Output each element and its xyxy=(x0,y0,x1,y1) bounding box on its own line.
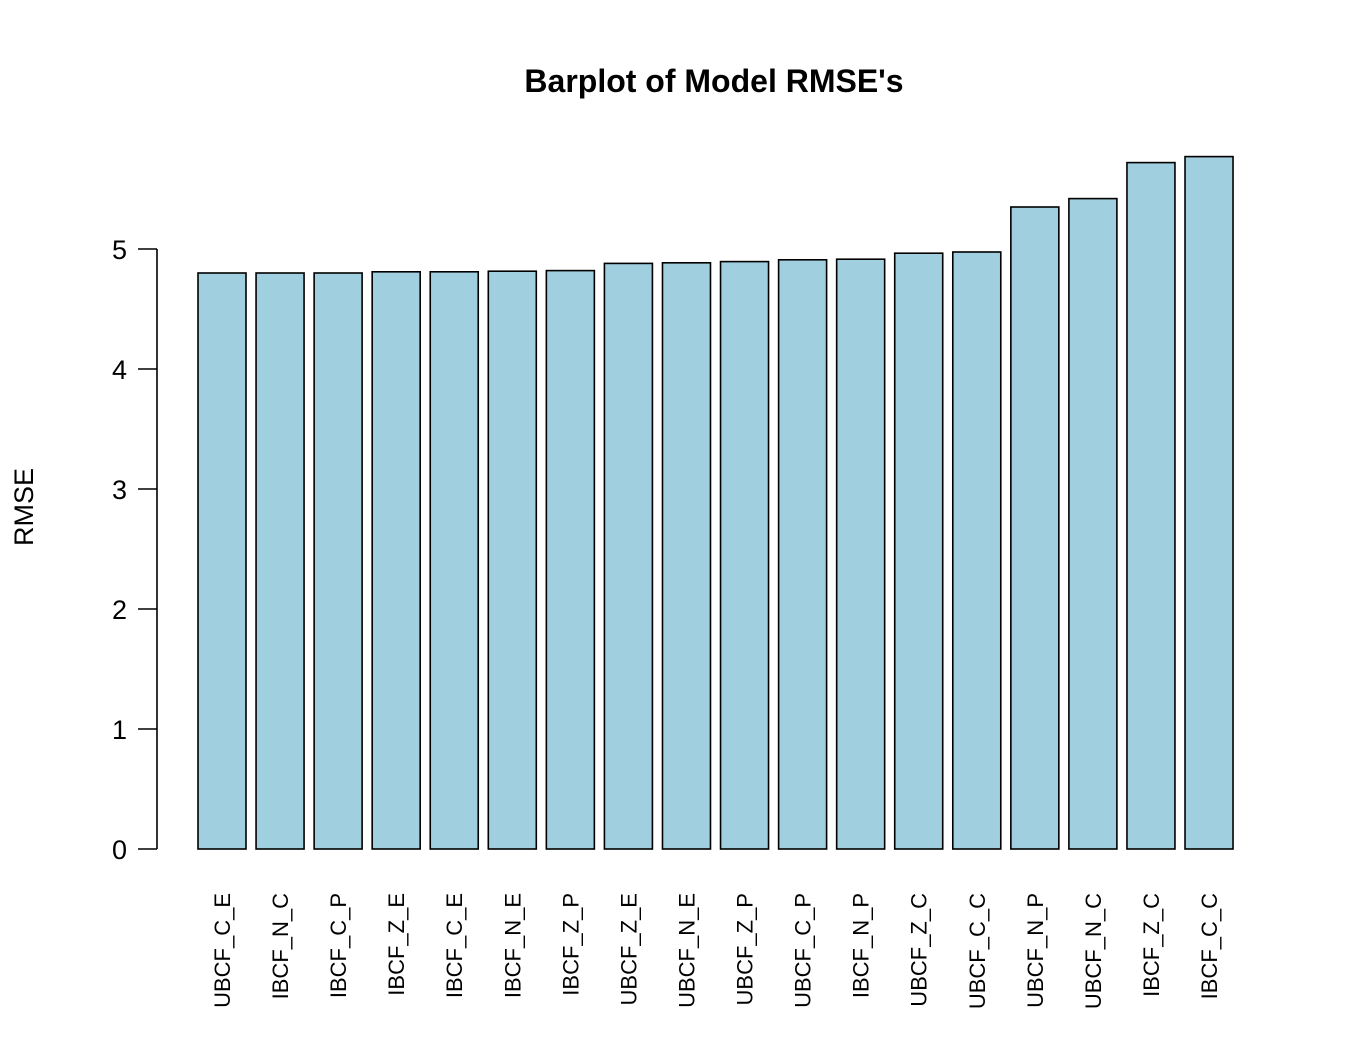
category-labels: UBCF_C_E IBCF_N_C IBCF_C_P IBCF_Z_E IBCF_C_E… xyxy=(210,893,1222,1009)
x-category-label: IBCF_N_E xyxy=(500,893,525,998)
y-tick-label: 4 xyxy=(112,355,127,385)
bar xyxy=(661,261,712,850)
y-tick-label: 2 xyxy=(112,595,127,625)
bar xyxy=(255,272,305,850)
y-tick-label: 0 xyxy=(112,835,127,865)
x-category-label: UBCF_Z_C xyxy=(907,893,932,1007)
bar xyxy=(197,272,247,850)
y-axis: 0 1 2 3 4 5 xyxy=(112,235,158,865)
x-category-label: IBCF_Z_P xyxy=(558,893,583,996)
bars xyxy=(197,155,1234,850)
x-category-label: UBCF_C_E xyxy=(210,893,235,1008)
bar xyxy=(1010,206,1060,850)
bar xyxy=(719,260,770,850)
chart-title: Barplot of Model RMSE's xyxy=(524,63,903,99)
x-category-label: UBCF_Z_P xyxy=(733,893,758,1005)
x-category-label: IBCF_N_C xyxy=(268,893,293,999)
bar xyxy=(1068,197,1118,850)
x-category-label: UBCF_C_P xyxy=(791,893,816,1008)
x-category-label: UBCF_C_C xyxy=(965,893,990,1009)
y-tick-label: 1 xyxy=(112,715,127,745)
x-category-label: UBCF_N_E xyxy=(674,893,699,1008)
bar xyxy=(487,270,538,850)
x-category-label: UBCF_N_P xyxy=(1023,893,1048,1008)
x-category-label: IBCF_C_P xyxy=(326,893,351,998)
x-category-label: IBCF_Z_C xyxy=(1139,893,1164,997)
bar xyxy=(893,252,944,850)
bar xyxy=(1184,155,1234,850)
bar xyxy=(371,270,421,850)
x-category-label: UBCF_N_C xyxy=(1081,893,1106,1009)
bar xyxy=(603,262,654,850)
bar xyxy=(429,270,480,850)
bar xyxy=(777,258,828,850)
x-category-label: IBCF_Z_E xyxy=(384,893,409,996)
bar xyxy=(835,258,886,850)
x-category-label: UBCF_Z_E xyxy=(616,893,641,1005)
y-tick-label: 3 xyxy=(112,475,127,505)
bar xyxy=(545,269,596,850)
bar xyxy=(313,272,363,850)
y-tick-label: 5 xyxy=(112,235,127,265)
y-axis-label: RMSE xyxy=(9,468,39,546)
x-category-label: IBCF_N_P xyxy=(849,893,874,998)
x-category-label: IBCF_C_C xyxy=(1197,893,1222,999)
bar xyxy=(1126,161,1176,850)
x-category-label: IBCF_C_E xyxy=(442,893,467,998)
bar xyxy=(951,251,1002,850)
